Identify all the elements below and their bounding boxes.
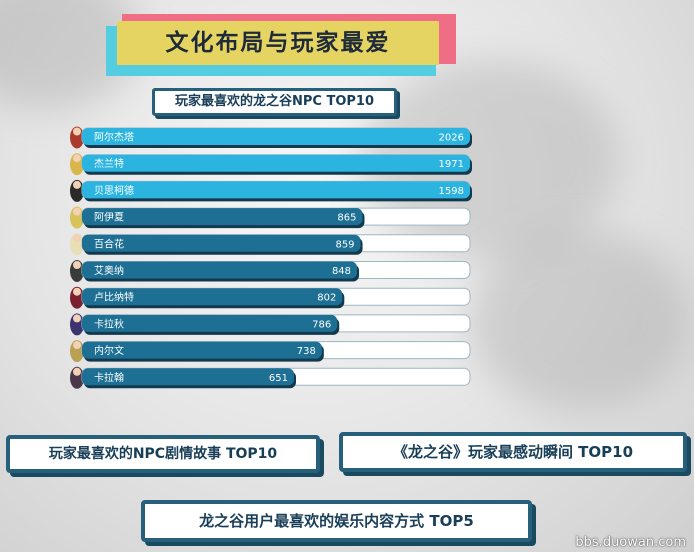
bar (82, 341, 322, 359)
bar-category-label: 卡拉秋 (94, 317, 124, 330)
bar-track (81, 287, 471, 306)
npc-avatar-face (73, 154, 81, 163)
bar (82, 288, 343, 306)
bar-category-label: 艾奥纳 (94, 264, 124, 277)
npc-avatar (70, 313, 84, 336)
bar-category-label: 杰兰特 (94, 157, 124, 170)
bar-shadow (84, 371, 296, 389)
bar (82, 314, 338, 332)
npc-avatar (70, 153, 84, 176)
bar-shadow (84, 264, 360, 282)
bar-track (81, 367, 471, 386)
section-button-npc-story[interactable]: 玩家最喜欢的NPC剧情故事 TOP10 (6, 435, 320, 473)
npc-avatar (70, 366, 84, 389)
npc-avatar-face (73, 234, 81, 243)
npc-avatar-face (73, 207, 81, 216)
bar-value-label: 848 (332, 266, 351, 277)
npc-avatar (70, 286, 84, 309)
bar (82, 208, 363, 226)
bar-value-label: 865 (337, 213, 356, 224)
bar-shadow (84, 291, 345, 309)
npc-avatar (70, 206, 84, 229)
npc-avatar (70, 260, 84, 282)
bar-category-label: 卡拉翰 (94, 371, 124, 384)
bar-value-label: 802 (317, 293, 336, 304)
bar-value-label: 738 (297, 346, 316, 357)
bar-category-label: 百合花 (94, 237, 124, 250)
npc-avatar-face (73, 180, 81, 189)
npc-avatar-face (73, 314, 81, 323)
title-accent-yellow (117, 21, 439, 65)
bar-track (81, 341, 471, 360)
npc-avatar-face (73, 261, 81, 269)
npc-avatar (70, 340, 84, 363)
bar-shadow (84, 237, 363, 255)
bar-value-label: 786 (312, 319, 331, 330)
bar-value-label: 859 (335, 239, 354, 250)
bar-shadow (84, 344, 324, 362)
npc-avatar-face (73, 367, 81, 376)
bar-shadow (84, 211, 365, 229)
bar-category-label: 卢比纳特 (94, 291, 134, 304)
section-button-moving-moments[interactable]: 《龙之谷》玩家最感动瞬间 TOP10 (339, 432, 687, 472)
background-smoke (470, 230, 690, 410)
bar-shadow (84, 317, 340, 335)
chart-title: 玩家最喜欢的龙之谷NPC TOP10 (152, 88, 397, 116)
bar-category-label: 贝思柯德 (94, 184, 134, 197)
npc-avatar (70, 233, 84, 256)
bar-category-label: 内尔文 (94, 344, 124, 357)
bar-track (81, 314, 471, 333)
section-button-entertainment[interactable]: 龙之谷用户最喜欢的娱乐内容方式 TOP5 (141, 500, 532, 542)
bar-track (81, 261, 471, 279)
bar (82, 261, 358, 279)
npc-avatar (70, 179, 84, 202)
npc-avatar-face (73, 341, 81, 350)
page-title: 文化布局与玩家最爱 (165, 30, 391, 56)
watermark: bbs.duowan.com (575, 535, 686, 550)
bar-category-label: 阿尔杰塔 (94, 131, 134, 144)
bar (82, 368, 294, 386)
title-badge: 文化布局与玩家最爱 (106, 14, 456, 76)
bar (82, 234, 361, 252)
bar-category-label: 阿伊夏 (94, 212, 124, 224)
bar-value-label: 651 (269, 373, 288, 384)
npc-avatar-face (73, 127, 81, 136)
npc-avatar (70, 126, 84, 149)
npc-avatar-face (73, 287, 81, 296)
